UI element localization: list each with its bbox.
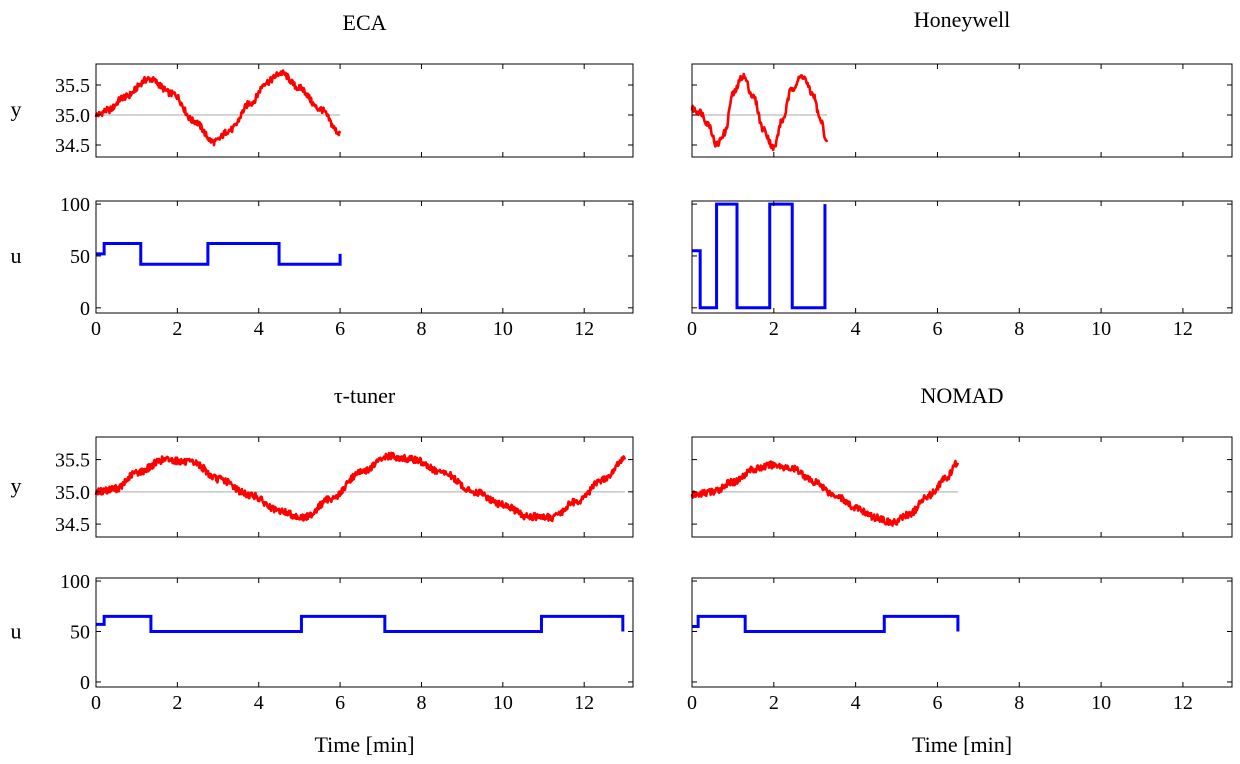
x-tick-label: 0 <box>91 318 101 340</box>
panel-title: Honeywell <box>914 7 1011 32</box>
y-tick-label: 34.5 <box>55 514 90 536</box>
x-tick-label: 6 <box>932 692 942 714</box>
panel-title: τ-tuner <box>334 383 396 408</box>
y-axes-frame <box>691 63 1233 158</box>
u-axis-label: u <box>11 619 22 644</box>
y-tick-label: 0 <box>80 298 90 320</box>
u-series-line <box>692 202 827 310</box>
x-tick-label: 6 <box>932 318 942 340</box>
u-axes-frame <box>95 577 634 688</box>
x-tick-label: 10 <box>1091 318 1111 340</box>
u-axes-frame <box>691 577 1233 688</box>
panel-3: NOMAD 0 2 4 6 8 10 12 Time [min] <box>687 383 1233 757</box>
panel-title: ECA <box>343 10 387 35</box>
y-tick-label: 35.0 <box>55 105 90 127</box>
x-tick-label: 10 <box>1091 692 1111 714</box>
panel-0: ECA 35.5 35.0 34.5 y 0 2 4 6 8 10 12 100 50 0 u <box>11 10 634 340</box>
x-tick-label: 4 <box>851 318 861 340</box>
u-axes-frame <box>95 200 634 314</box>
y-axes-frame <box>691 436 1233 538</box>
u-series-line <box>96 242 342 266</box>
x-tick-label: 8 <box>416 318 426 340</box>
x-tick-label: 8 <box>1014 692 1024 714</box>
x-tick-label: 2 <box>172 692 182 714</box>
u-series-line <box>96 614 625 633</box>
x-tick-label: 4 <box>254 318 264 340</box>
panel-title: NOMAD <box>920 383 1003 408</box>
x-tick-label: 4 <box>254 692 264 714</box>
x-tick-label: 12 <box>574 318 594 340</box>
u-series-line <box>692 614 960 633</box>
x-tick-label: 0 <box>687 692 697 714</box>
x-tick-label: 12 <box>574 692 594 714</box>
u-axes-frame <box>691 200 1233 314</box>
x-tick-label: 2 <box>769 692 779 714</box>
x-tick-label: 4 <box>851 692 861 714</box>
y-tick-label: 50 <box>70 621 90 643</box>
x-tick-label: 12 <box>1173 692 1193 714</box>
x-tick-label: 8 <box>416 692 426 714</box>
x-tick-label: 0 <box>687 318 697 340</box>
y-series-line <box>690 72 829 152</box>
panel-2: τ-tuner 35.5 35.0 34.5 y 0 2 4 6 8 10 12 100 50 0 u Time… <box>11 383 634 757</box>
x-tick-label: 12 <box>1173 318 1193 340</box>
x-tick-label: 0 <box>91 692 101 714</box>
y-series-line <box>94 451 627 523</box>
y-axis-label: y <box>11 97 22 122</box>
y-series-line <box>690 459 960 527</box>
panel-1: Honeywell 0 2 4 6 8 10 12 <box>687 7 1233 340</box>
y-tick-label: 0 <box>80 672 90 694</box>
x-tick-label: 10 <box>493 692 513 714</box>
y-tick-label: 35.5 <box>55 450 90 472</box>
x-tick-label: 6 <box>335 318 345 340</box>
x-tick-label: 10 <box>493 318 513 340</box>
x-tick-label: 6 <box>335 692 345 714</box>
y-axes-frame <box>95 63 634 158</box>
y-tick-label: 100 <box>60 194 90 216</box>
y-axes-frame <box>95 436 634 538</box>
u-axis-label: u <box>11 243 22 268</box>
y-tick-label: 100 <box>60 571 90 593</box>
y-tick-label: 34.5 <box>55 135 90 157</box>
y-tick-label: 35.0 <box>55 482 90 504</box>
x-tick-label: 2 <box>172 318 182 340</box>
y-tick-label: 35.5 <box>55 75 90 97</box>
y-series-line <box>94 69 342 147</box>
y-tick-label: 50 <box>70 246 90 268</box>
x-tick-label: 8 <box>1014 318 1024 340</box>
y-axis-label: y <box>11 473 22 498</box>
x-axis-label: Time [min] <box>912 732 1012 757</box>
x-tick-label: 2 <box>769 318 779 340</box>
x-axis-label: Time [min] <box>314 732 414 757</box>
